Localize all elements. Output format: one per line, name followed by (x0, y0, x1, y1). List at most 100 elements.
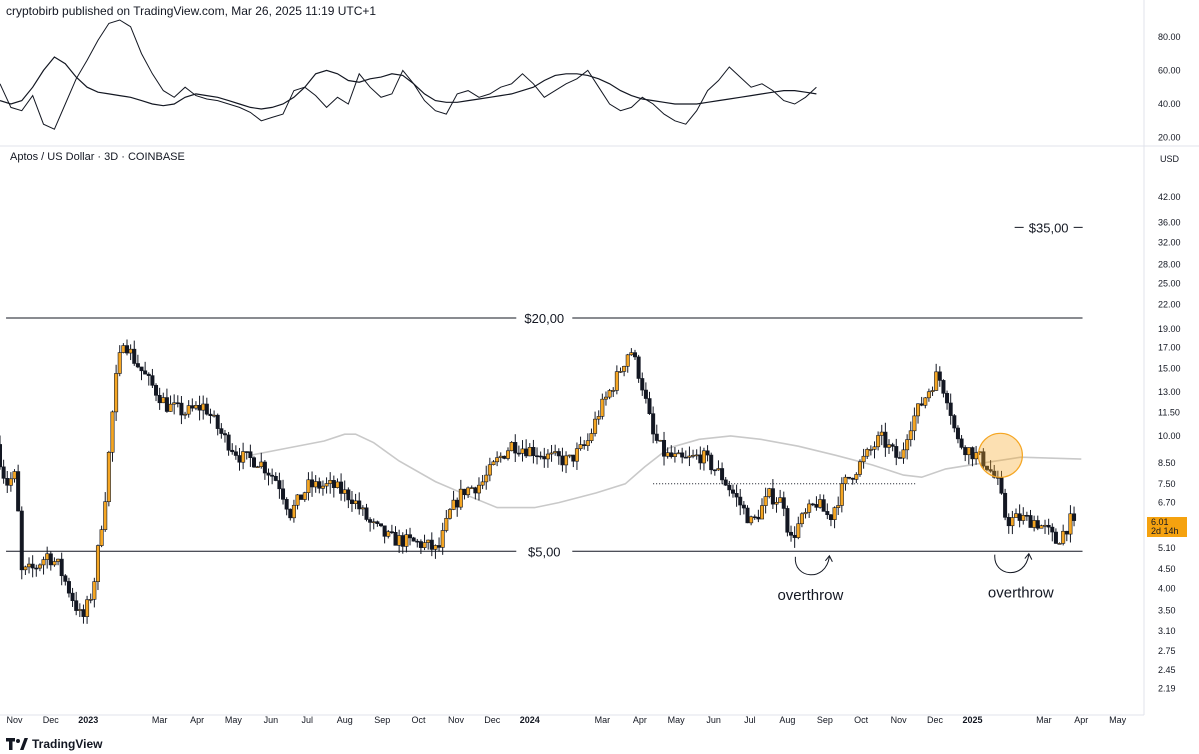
candle-body (970, 447, 975, 460)
osc-ytick-label: 60.00 (1158, 65, 1181, 75)
candle-body (400, 535, 405, 547)
overthrow-annotation: overthrow (988, 585, 1054, 602)
candle-body (1068, 513, 1073, 535)
time-xtick-label: Mar (595, 715, 611, 725)
candle-body (498, 455, 503, 458)
candle-body (814, 504, 819, 508)
level-label-35: $35,00 (1029, 220, 1069, 235)
candle-body (955, 427, 960, 440)
last-price-value: 6.01 (1151, 517, 1169, 527)
candle-body (360, 507, 365, 510)
candle-body (582, 444, 587, 447)
candle-body (215, 414, 220, 429)
candle-body (164, 397, 169, 412)
candle-body (59, 558, 64, 577)
time-xtick-label: Mar (1036, 715, 1052, 725)
candle-body (393, 532, 398, 546)
time-xtick-label: Dec (43, 715, 60, 725)
candle-body (676, 452, 681, 455)
candle-body (310, 479, 315, 488)
candle-body (1021, 514, 1026, 521)
candle-body (505, 450, 510, 459)
candle-body (70, 592, 75, 602)
candle-body (585, 440, 590, 447)
symbol-legend: Aptos / US Dollar · 3D · COINBASE (10, 151, 185, 163)
candle-body (1053, 531, 1058, 544)
candle-body (821, 499, 826, 512)
candle-body (422, 542, 427, 548)
price-ytick-label: 3.50 (1158, 606, 1176, 616)
candle-body (799, 513, 804, 525)
candle-body (945, 393, 950, 404)
candle-body (270, 474, 275, 477)
publish-header: cryptobirb published on TradingView.com,… (6, 4, 377, 18)
overthrow-arrow (994, 554, 1030, 574)
candle-body (408, 534, 413, 539)
price-ytick-label: 2.45 (1158, 665, 1176, 675)
candle-body (549, 452, 554, 455)
price-ytick-label: 17.00 (1158, 343, 1181, 353)
candle-body (560, 455, 565, 466)
candle-body (654, 433, 659, 441)
candle-body (451, 499, 456, 510)
candle-body (291, 504, 296, 519)
axes: 80.00 60.00 40.00 20.00 42.00 36.00 32.00 28.00… (0, 0, 1199, 725)
candle-body (535, 455, 540, 458)
candle-body (19, 510, 24, 571)
tradingview-brand-label: TradingView (32, 737, 103, 751)
candle-body (368, 519, 373, 523)
overthrow-arrowhead (1024, 552, 1033, 560)
candle-body (1006, 517, 1011, 527)
candle-body (1032, 520, 1037, 528)
candle-body (63, 575, 68, 582)
candle-body (295, 494, 300, 506)
candle-body (981, 451, 986, 467)
candle-body (531, 447, 536, 457)
time-xtick-label: May (1109, 715, 1127, 725)
candle-body (306, 479, 311, 493)
moving-average-line (250, 433, 1082, 509)
candle-body (8, 478, 13, 486)
candle-body (1017, 513, 1022, 521)
time-xtick-label: 2023 (78, 715, 98, 725)
candle-body (553, 451, 558, 454)
candle-body (556, 451, 561, 457)
candle-body (502, 455, 507, 459)
tradingview-brand[interactable]: TradingView (6, 737, 102, 751)
candle-body (632, 352, 637, 358)
candle-body (161, 397, 166, 404)
price-panel: $20,00 $5,00 $35,00 overthrow overthrow (0, 220, 1083, 624)
candle-body (266, 472, 271, 476)
overthrow-annotation: overthrow (777, 587, 843, 604)
candle-body (135, 363, 140, 368)
candle-body (5, 478, 10, 486)
price-ytick-label: 4.00 (1158, 583, 1176, 593)
candle-body (850, 477, 855, 480)
tradingview-logo-icon (6, 738, 28, 750)
candle-body (12, 471, 17, 480)
candle-body (1, 466, 6, 479)
candle-body (389, 531, 394, 533)
candle-body (723, 479, 728, 486)
candle-body (890, 444, 895, 447)
candle-body (901, 449, 906, 459)
candle-body (807, 503, 812, 513)
candle-body (99, 529, 104, 546)
candle-body (404, 534, 409, 547)
candle-body (908, 430, 913, 440)
time-xtick-label: Jul (301, 715, 313, 725)
candle-body (201, 403, 206, 411)
osc-ytick-label: 20.00 (1158, 133, 1181, 143)
candle-body (284, 499, 289, 510)
candle-body (1010, 517, 1015, 527)
candle-body (154, 385, 159, 396)
time-xtick-label: Apr (633, 715, 647, 725)
candle-body (930, 390, 935, 393)
candle-body (342, 489, 347, 494)
candle-body (865, 449, 870, 457)
candle-body (197, 405, 202, 411)
time-xtick-label: Nov (448, 715, 465, 725)
candle-body (843, 476, 848, 485)
candle-body (792, 534, 797, 538)
